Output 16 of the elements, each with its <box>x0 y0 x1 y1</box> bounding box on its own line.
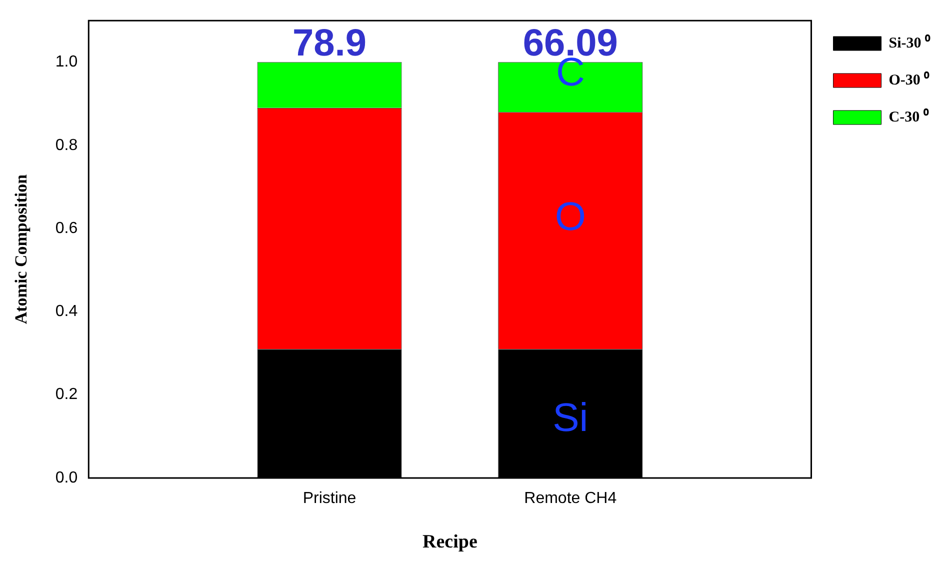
y-axis-title: Atomic Composition <box>12 174 31 324</box>
annotation: Si <box>552 396 588 440</box>
legend-label: Si-30 ⁰ <box>888 33 931 52</box>
annotation: O <box>554 194 586 239</box>
legend-label: O-30 ⁰ <box>888 70 930 88</box>
y-tick-label: 0.8 <box>55 136 78 154</box>
x-tick-label: Remote CH4 <box>524 490 617 508</box>
y-tick-label: 0.0 <box>55 469 78 486</box>
y-tick-label: 0.6 <box>55 220 78 237</box>
x-axis-title: Recipe <box>422 532 478 553</box>
x-tick-label: Pristine <box>302 490 356 508</box>
y-tick-label: 0.4 <box>55 303 78 320</box>
legend-label: C-30 ⁰ <box>888 107 930 126</box>
annotation: 78.9 <box>292 22 366 65</box>
y-tick-label: 1.0 <box>55 54 78 71</box>
y-tick-label: 0.2 <box>55 386 78 404</box>
